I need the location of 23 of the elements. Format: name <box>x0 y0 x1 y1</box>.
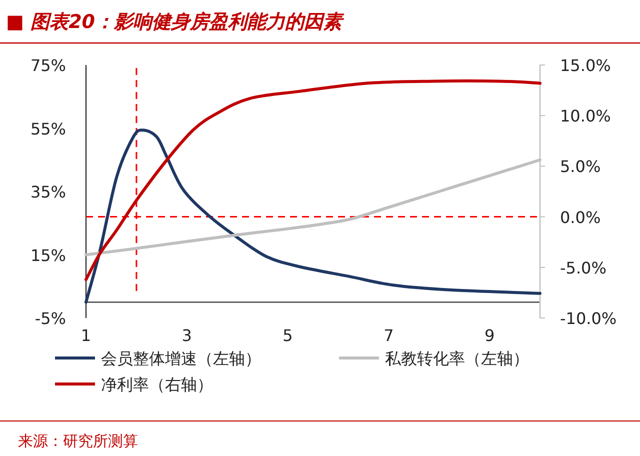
y2-tick-label: 5.0% <box>560 157 601 176</box>
x-tick-label: 3 <box>182 326 192 345</box>
x-tick-label: 7 <box>384 326 394 345</box>
x-tick-label: 9 <box>484 326 495 345</box>
legend-label: 私教转化率（左轴） <box>385 349 529 368</box>
chart-title: ■ 图表20：影响健身房盈利能力的因素 <box>6 11 346 33</box>
x-tick-label: 1 <box>80 326 92 345</box>
y2-tick-label: 10.0% <box>560 106 611 126</box>
y-tick-label: 75% <box>30 56 66 75</box>
y-tick-label: 15% <box>30 246 66 265</box>
legend-label: 净利率（右轴） <box>101 375 213 394</box>
legend-label: 会员整体增速（左轴） <box>101 349 261 368</box>
y2-tick-label: 0.0% <box>560 208 601 227</box>
line-series <box>84 79 542 282</box>
y-tick-label: 55% <box>30 119 66 138</box>
y-tick-label: 35% <box>30 182 66 202</box>
line-series <box>84 128 542 304</box>
y2-tick-label: -5.0% <box>560 258 606 278</box>
y-tick-label: -5% <box>34 309 66 328</box>
source-note: 来源：研究所测算 <box>18 432 138 450</box>
y2-tick-label: 15.0% <box>560 56 611 75</box>
y2-tick-label: -10.0% <box>560 309 617 328</box>
x-tick-label: 5 <box>282 326 293 345</box>
